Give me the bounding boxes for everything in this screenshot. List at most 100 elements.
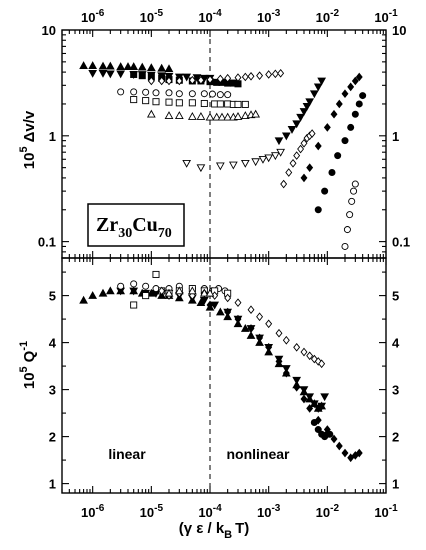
- data-point: [282, 368, 290, 378]
- data-point: [241, 100, 249, 108]
- data-point: [297, 144, 305, 154]
- nonlinear-regime-label: nonlinear: [226, 446, 290, 462]
- data-point: [246, 331, 256, 339]
- data-point: [330, 434, 338, 444]
- data-point: [275, 328, 283, 338]
- data-point: [200, 90, 208, 98]
- data-point: [208, 90, 216, 98]
- data-point: [224, 307, 232, 317]
- data-point: [292, 120, 302, 129]
- data-point: [233, 112, 243, 120]
- data-point: [347, 123, 355, 131]
- data-point: [281, 132, 291, 141]
- data-point: [300, 173, 308, 183]
- data-point: [277, 68, 285, 78]
- data-point: [256, 71, 264, 81]
- data-point: [317, 77, 327, 86]
- data-point: [182, 159, 192, 168]
- data-point: [341, 137, 349, 145]
- data-point: [276, 148, 286, 157]
- data-point: [224, 73, 232, 83]
- data-point: [240, 111, 250, 119]
- data-point: [224, 100, 232, 108]
- materials-label: Zr30Cu70: [96, 214, 172, 241]
- data-point: [130, 70, 138, 78]
- data-point: [188, 291, 196, 300]
- data-point: [300, 138, 308, 148]
- data-point: [281, 365, 291, 373]
- data-point: [265, 342, 273, 352]
- data-point: [351, 180, 359, 188]
- data-point: [282, 335, 290, 345]
- data-point: [320, 393, 330, 402]
- data-point: [157, 63, 167, 72]
- data-point: [299, 108, 309, 116]
- data-point: [138, 72, 146, 80]
- data-point: [165, 89, 173, 97]
- data-point: [175, 76, 183, 86]
- data-point: [188, 90, 196, 98]
- data-point: [292, 376, 302, 385]
- data-point: [275, 357, 283, 366]
- y-tick-label-left: 1: [49, 129, 56, 144]
- data-point: [341, 89, 349, 99]
- data-point: [98, 288, 108, 297]
- data-point: [200, 99, 208, 108]
- data-point: [129, 62, 139, 71]
- data-point: [146, 63, 156, 72]
- data-point: [306, 163, 314, 172]
- data-point: [270, 152, 280, 161]
- data-point: [335, 99, 343, 109]
- materials-box: Zr30Cu70: [87, 203, 185, 247]
- data-point: [215, 307, 225, 316]
- data-point: [197, 75, 205, 85]
- data-point: [158, 76, 166, 86]
- data-point: [321, 187, 329, 195]
- data-point: [188, 99, 196, 107]
- plot-frame-1: [61, 257, 387, 494]
- y-tick-label-left: 3: [49, 383, 56, 398]
- data-point: [309, 90, 319, 99]
- data-point: [152, 270, 160, 278]
- data-point: [165, 98, 173, 106]
- y-tick-label-right: 1: [392, 477, 399, 492]
- data-point: [314, 415, 322, 425]
- data-point: [240, 323, 250, 332]
- x-tick-label: 10-5: [140, 8, 164, 25]
- data-point: [164, 288, 174, 297]
- data-point: [326, 430, 334, 438]
- data-point: [216, 91, 224, 99]
- x-tick-label: 10-6: [81, 503, 105, 520]
- data-point: [287, 126, 297, 134]
- data-point: [130, 301, 138, 309]
- series-11: [314, 92, 367, 214]
- data-point: [196, 112, 206, 120]
- data-point: [251, 109, 261, 118]
- series-10: [280, 129, 316, 189]
- data-point: [228, 161, 238, 170]
- data-point: [241, 72, 249, 82]
- data-point: [305, 98, 315, 107]
- data-point: [347, 453, 355, 463]
- data-point: [293, 342, 301, 352]
- data-point: [147, 76, 155, 86]
- data-point: [258, 155, 268, 164]
- linear-regime-label: linear: [108, 446, 146, 462]
- data-point: [142, 97, 150, 105]
- data-point: [174, 111, 184, 119]
- data-point: [328, 168, 336, 177]
- data-point: [350, 187, 358, 195]
- data-point: [105, 286, 115, 295]
- data-point: [234, 298, 242, 307]
- series-7: [182, 148, 286, 173]
- data-point: [274, 137, 284, 146]
- data-point: [117, 88, 125, 96]
- data-point: [164, 64, 174, 73]
- data-point: [306, 404, 314, 413]
- series-5: [130, 96, 249, 108]
- x-tick-label: 10-4: [198, 503, 222, 520]
- y-tick-label-left: 10: [42, 23, 56, 38]
- data-point: [216, 100, 224, 108]
- data-point: [152, 89, 160, 97]
- data-point: [130, 88, 138, 96]
